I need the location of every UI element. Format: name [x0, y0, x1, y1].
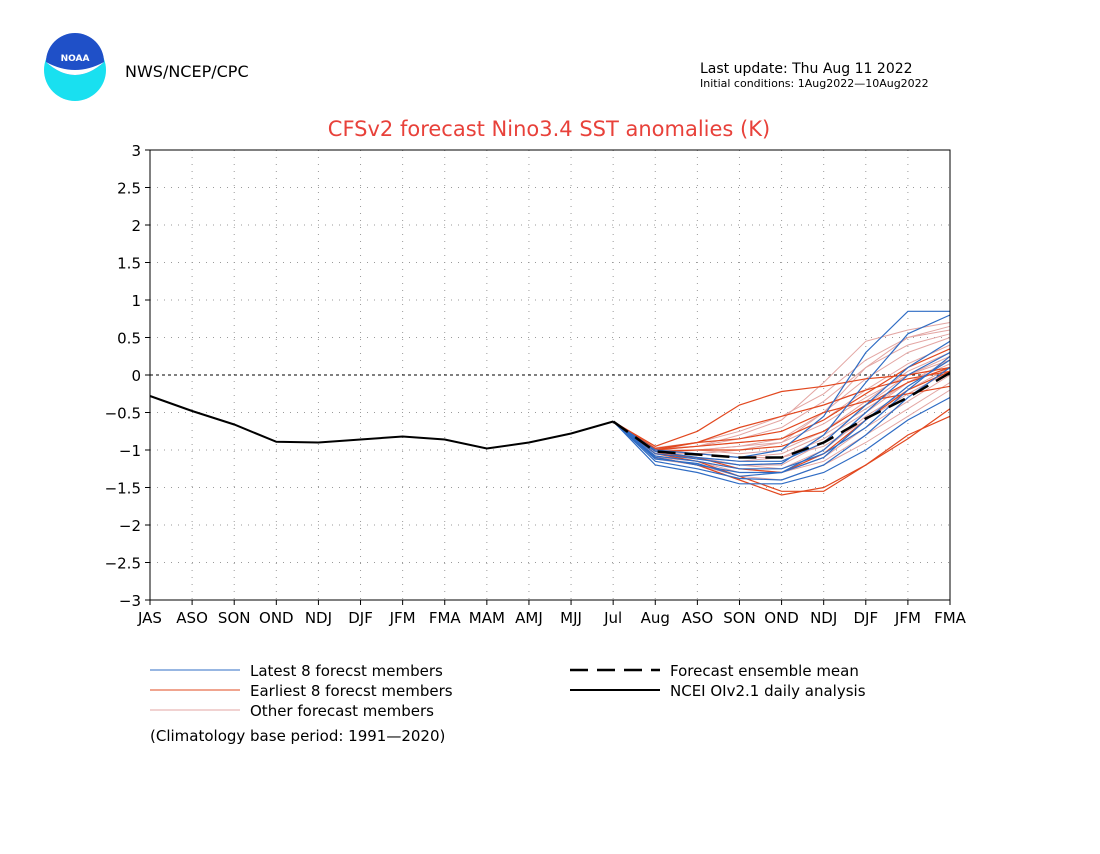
x-tick-label: ASO: [682, 609, 714, 627]
x-tick-label: ASO: [176, 609, 208, 627]
y-tick-label: −2.5: [105, 555, 141, 573]
y-tick-label: −0.5: [105, 405, 141, 423]
y-tick-label: 1.5: [117, 255, 141, 273]
x-tick-label: FMA: [934, 609, 967, 627]
y-tick-label: −3: [119, 592, 141, 610]
y-tick-label: 0: [131, 367, 141, 385]
x-tick-label: DJF: [348, 609, 373, 627]
logo-bird-shape: [46, 33, 104, 75]
series-line-latest-member: [612, 396, 951, 485]
x-axis: JAS ASO SON OND NDJ DJF JFM FMA MAM AMJ MJJ Jul Aug A…: [137, 600, 967, 627]
series-line-ensemble-mean: [612, 371, 951, 459]
y-tick-label: 2.5: [117, 180, 141, 198]
y-tick-label: −1: [119, 442, 141, 460]
logo-text: NOAA: [61, 54, 90, 64]
series-line-earliest-member: [612, 385, 951, 450]
series-line-earliest-member: [612, 408, 951, 492]
series-line-latest-member: [612, 355, 951, 470]
y-tick-label: 2: [131, 217, 141, 235]
initial-conditions-text: Initial conditions: 1Aug2022—10Aug2022: [700, 77, 929, 90]
x-tick-label: Aug: [641, 609, 670, 627]
series-layer: [149, 310, 951, 496]
series-line-latest-member: [612, 359, 951, 477]
x-tick-label: SON: [723, 609, 756, 627]
x-tick-label: Jul: [603, 609, 622, 627]
legend: Latest 8 forecst members Earliest 8 fore…: [150, 662, 866, 720]
plot-frame: [149, 149, 951, 601]
series-line-latest-member: [612, 314, 951, 466]
y-tick-label: −1.5: [105, 480, 141, 498]
x-tick-label: NDJ: [810, 609, 837, 627]
x-tick-label: OND: [764, 609, 799, 627]
org-label: NWS/NCEP/CPC: [125, 62, 249, 81]
series-line-analysis: [149, 395, 614, 450]
series-line-latest-member: [612, 310, 950, 459]
y-tick-label: 3: [131, 142, 141, 160]
logo-wave: [46, 62, 104, 75]
legend-label-other: Other forecast members: [250, 702, 434, 720]
legend-label-analysis: NCEI OIv2.1 daily analysis: [670, 682, 866, 700]
x-tick-label: JAS: [137, 609, 162, 627]
series-line-latest-member: [612, 367, 951, 481]
y-tick-label: 1: [131, 292, 141, 310]
last-update-text: Last update: Thu Aug 11 2022: [700, 61, 913, 77]
x-tick-label: MAM: [469, 609, 505, 627]
x-tick-label: JFM: [389, 609, 416, 627]
x-tick-label: SON: [218, 609, 251, 627]
x-tick-label: DJF: [853, 609, 878, 627]
x-tick-label: FMA: [429, 609, 462, 627]
series-line-earliest-member: [612, 348, 951, 451]
x-tick-label: OND: [259, 609, 294, 627]
x-tick-label: NDJ: [305, 609, 332, 627]
x-tick-label: AMJ: [515, 609, 543, 627]
y-axis: 3 2.5 2 1.5 1 0.5 0 −0.5 −1 −1.5 −2 −2.5 −3: [105, 142, 150, 610]
legend-label-mean: Forecast ensemble mean: [670, 662, 859, 680]
climatology-footnote: (Climatology base period: 1991—2020): [150, 727, 445, 745]
legend-label-latest: Latest 8 forecst members: [250, 662, 443, 680]
chart-title: CFSv2 forecast Nino3.4 SST anomalies (K): [328, 117, 770, 141]
y-tick-label: 0.5: [117, 330, 141, 348]
noaa-logo: NOAA: [44, 33, 106, 101]
x-tick-label: JFM: [894, 609, 921, 627]
series-line-earliest-member: [612, 370, 951, 451]
grid-layer: [150, 150, 950, 600]
x-tick-label: MJJ: [560, 609, 582, 627]
y-tick-label: −2: [119, 517, 141, 535]
legend-label-earliest: Earliest 8 forecst members: [250, 682, 453, 700]
